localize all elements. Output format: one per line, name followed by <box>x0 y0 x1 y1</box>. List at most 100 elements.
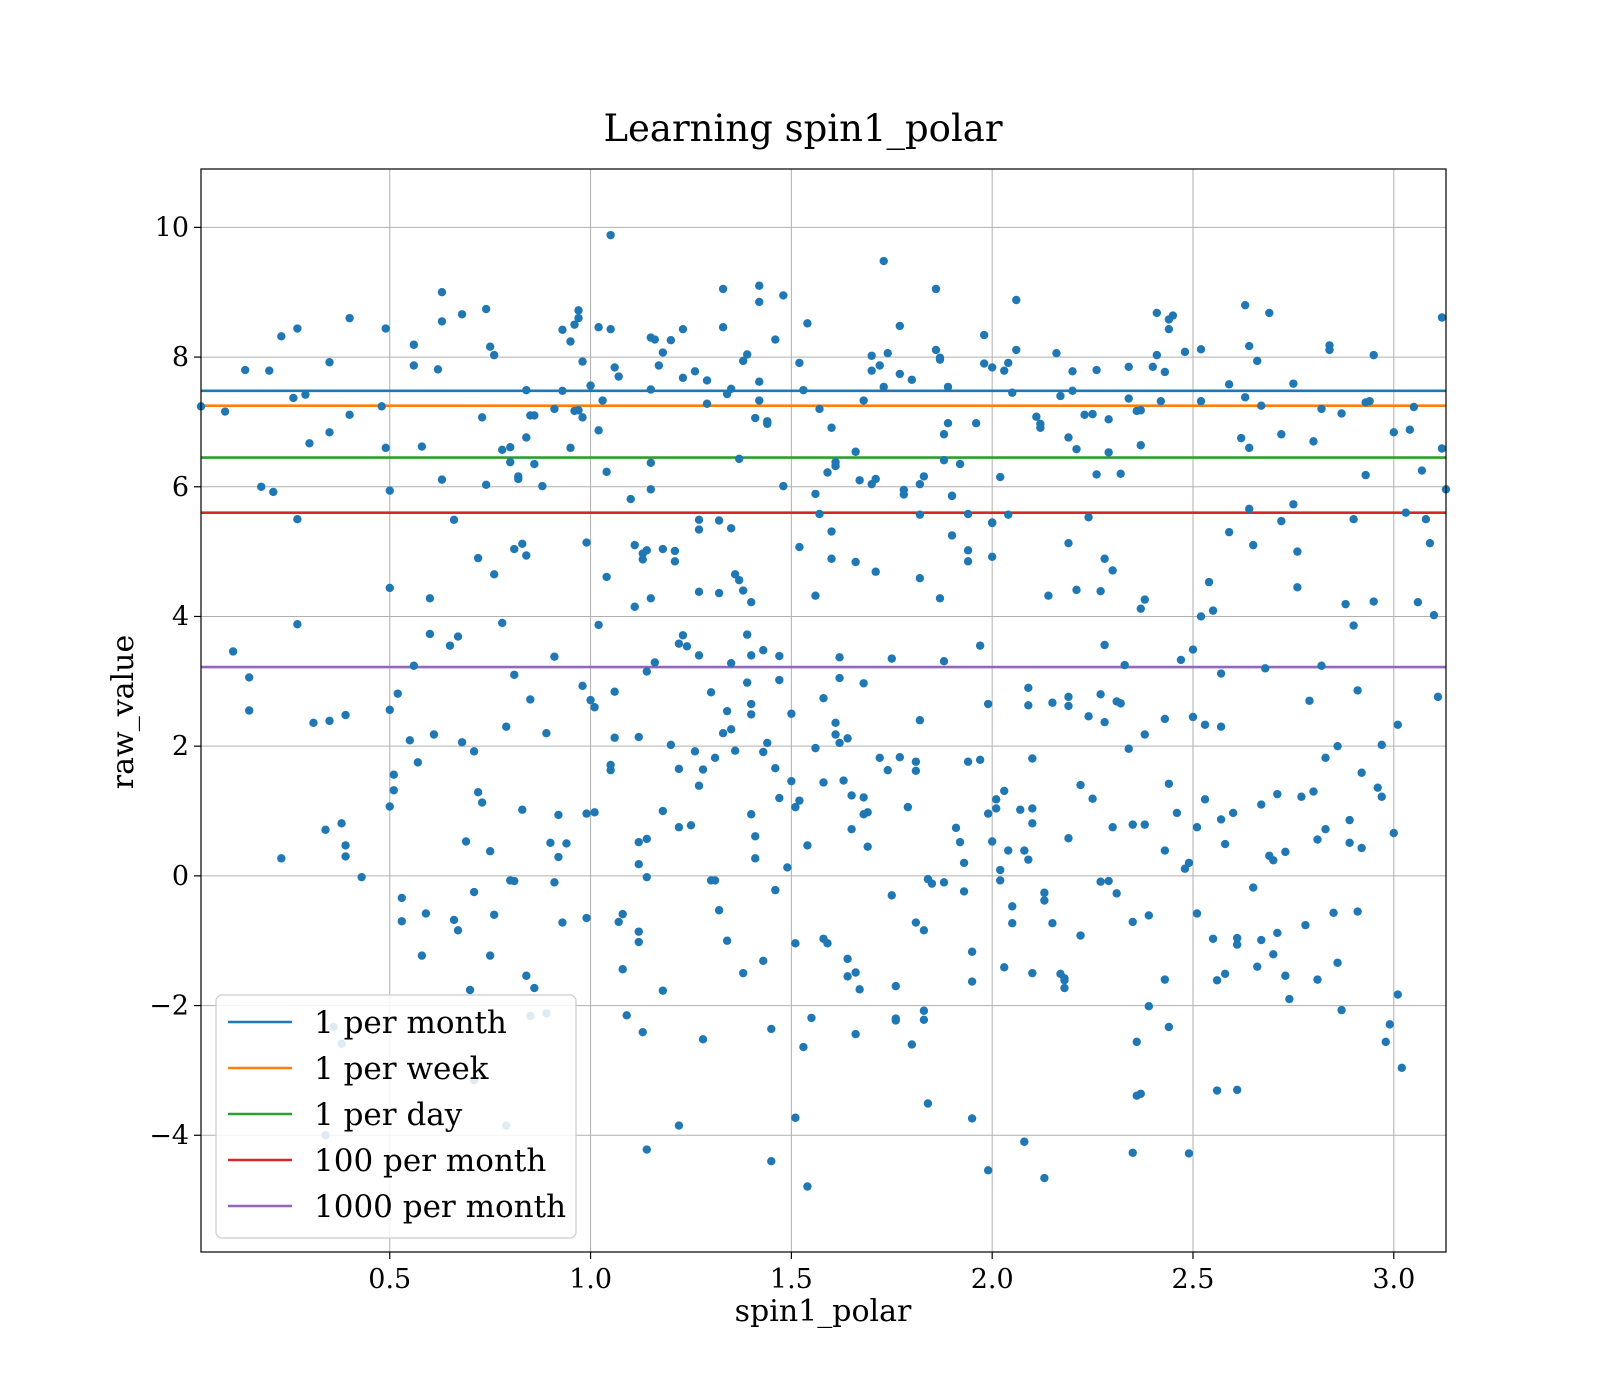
scatter-point <box>730 746 740 755</box>
scatter-point <box>1377 792 1386 801</box>
scatter-point <box>1240 300 1250 310</box>
scatter-point <box>887 654 896 663</box>
scatter-point <box>1072 444 1081 454</box>
scatter-point <box>1285 994 1294 1004</box>
scatter-point <box>795 358 804 368</box>
scatter-point <box>915 510 925 519</box>
scatter-point <box>1028 819 1037 828</box>
scatter-point <box>574 306 583 315</box>
scatter-point <box>726 658 736 668</box>
scatter-point <box>1196 396 1206 406</box>
scatter-point <box>678 631 688 640</box>
scatter-point <box>747 699 756 709</box>
scatter-point <box>293 324 302 333</box>
scatter-point <box>710 876 720 885</box>
scatter-point <box>1064 692 1073 702</box>
scatter-point <box>578 357 587 366</box>
scatter-point <box>309 718 318 728</box>
scatter-point <box>1028 968 1037 978</box>
scatter-point <box>1208 606 1218 615</box>
scatter-point <box>1160 975 1170 984</box>
scatter-point <box>1108 566 1117 575</box>
scatter-point <box>1357 843 1366 853</box>
scatter-point <box>1269 856 1278 865</box>
scatter-point <box>594 323 603 332</box>
scatter-point <box>558 386 567 395</box>
scatter-point <box>726 524 736 533</box>
scatter-point <box>983 1166 993 1175</box>
scatter-point <box>1245 443 1254 453</box>
scatter-point <box>489 910 499 919</box>
scatter-point <box>1180 347 1190 357</box>
scatter-point <box>518 805 527 814</box>
scatter-point <box>1417 466 1427 475</box>
y-tick-label: 8 <box>172 342 189 373</box>
scatter-point <box>1249 540 1258 550</box>
scatter-point <box>859 679 868 688</box>
scatter-point <box>610 733 619 742</box>
scatter-point <box>1040 888 1049 897</box>
scatter-point <box>325 428 334 437</box>
scatter-point <box>815 509 824 519</box>
scatter-point <box>1224 380 1234 389</box>
scatter-point <box>506 443 515 452</box>
scatter-point <box>983 809 993 818</box>
scatter-point <box>1140 820 1149 829</box>
scatter-point <box>417 442 427 451</box>
scatter-point <box>618 909 627 919</box>
scatter-point <box>839 776 848 785</box>
scatter-point <box>1112 889 1121 898</box>
scatter-point <box>915 479 925 489</box>
scatter-point <box>971 419 981 428</box>
scatter-point <box>425 629 435 639</box>
scatter-point <box>1232 1085 1242 1095</box>
scatter-point <box>831 718 840 728</box>
axis-ticks: 0.5 1.0 1.5 2.0 2.5 3.0 −4 −2 0 2 4 6 8 10 <box>149 212 1415 1295</box>
scatter-point <box>883 348 892 358</box>
scatter-point <box>883 765 892 775</box>
scatter-point <box>1192 909 1202 918</box>
scatter-point <box>594 426 603 435</box>
scatter-point <box>341 710 350 720</box>
scatter-point <box>935 355 945 364</box>
scatter-point <box>642 667 651 676</box>
scatter-point <box>1425 538 1435 548</box>
scatter-point <box>522 551 531 560</box>
scatter-point <box>385 802 394 811</box>
scatter-point <box>1253 962 1262 971</box>
scatter-point <box>642 1145 651 1154</box>
scatter-point <box>393 689 402 698</box>
scatter-point <box>1004 358 1013 368</box>
scatter-point <box>345 313 354 323</box>
scatter-point <box>1068 386 1077 395</box>
scatter-point <box>453 632 463 641</box>
scatter-point <box>1012 295 1021 305</box>
scatter-point <box>550 652 559 661</box>
scatter-point <box>1040 1173 1049 1183</box>
scatter-point <box>851 447 860 456</box>
scatter-point <box>1116 469 1125 478</box>
scatter-point <box>1160 367 1170 377</box>
scatter-point <box>586 695 595 705</box>
scatter-point <box>1333 958 1342 967</box>
scatter-point <box>626 494 635 504</box>
scatter-point <box>1240 393 1250 402</box>
legend: 1 per month 1 per week 1 per day 100 per mo… <box>215 994 577 1239</box>
scatter-point <box>931 284 941 294</box>
scatter-point <box>718 323 728 332</box>
scatter-point <box>722 936 732 945</box>
scatter-point <box>867 351 876 360</box>
scatter-point <box>979 330 989 340</box>
scatter-point <box>987 552 997 562</box>
scatter-point <box>449 915 459 925</box>
scatter-point <box>437 475 447 484</box>
plot-frame <box>200 168 1447 1253</box>
scatter-point <box>598 396 607 405</box>
scatter-point <box>939 878 949 887</box>
scatter-point <box>1317 661 1326 670</box>
scatter-point <box>747 710 756 719</box>
scatter-point <box>1064 701 1073 711</box>
scatter-point <box>879 256 888 266</box>
scatter-point <box>783 863 792 872</box>
scatter-point <box>996 865 1005 875</box>
